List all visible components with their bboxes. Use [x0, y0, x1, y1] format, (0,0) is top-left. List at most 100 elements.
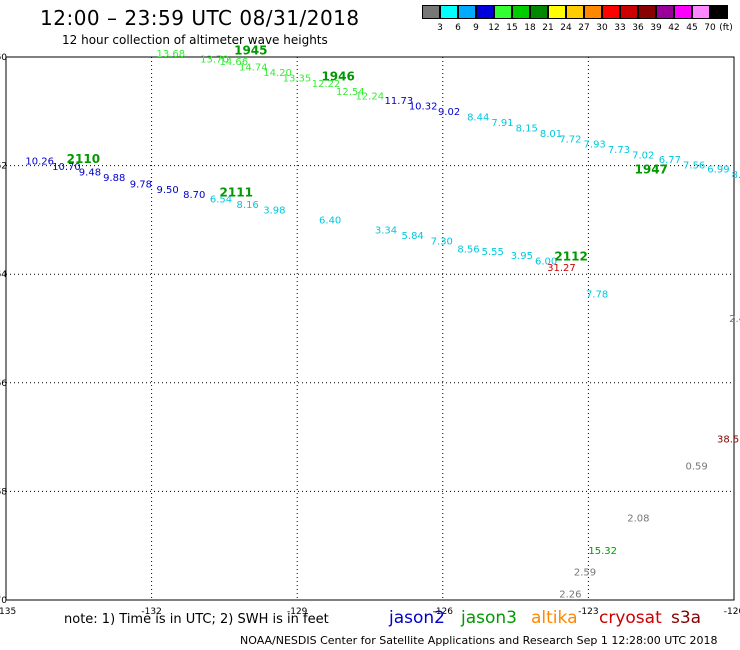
legend-swatch	[476, 5, 494, 19]
legend-label: 18	[524, 23, 536, 33]
legend-label: 9	[473, 23, 479, 33]
wave-height-value: 14.20	[263, 68, 292, 79]
wave-height-value: 5.84	[402, 231, 424, 242]
wave-height-value: 14.66	[220, 57, 249, 68]
wave-height-value: 9.78	[130, 179, 152, 190]
latitude-tick-label: -68	[0, 487, 7, 497]
latitude-tick-label: -62	[0, 162, 7, 172]
legend-swatch	[548, 5, 566, 19]
wave-height-value: 12.54	[336, 87, 365, 98]
wave-height-value: 8.15	[516, 123, 538, 134]
legend-unit: (ft)	[719, 23, 733, 33]
wave-height-value: 7.73	[608, 145, 630, 156]
legend-swatch	[674, 5, 692, 19]
legend-label: 12	[488, 23, 500, 33]
wave-height-value: 7.02	[632, 151, 654, 162]
wave-height-value: 9.02	[438, 107, 460, 118]
legend-swatch	[584, 5, 602, 19]
map-subtitle: 12 hour collection of altimeter wave hei…	[62, 33, 328, 47]
legend-label: 6	[455, 23, 461, 33]
wave-height-value: 6.40	[319, 216, 341, 227]
wave-height-value: 15.32	[588, 546, 617, 557]
wave-height-value: 12.22	[312, 79, 341, 90]
wave-height-value: 6.77	[659, 155, 681, 166]
wave-height-value: 7.78	[586, 290, 608, 301]
legend-swatch	[566, 5, 584, 19]
legend-label: 45	[686, 23, 698, 33]
pass-time-label: 2111	[220, 186, 253, 200]
mission-altika: altika	[531, 608, 578, 628]
wave-height-value: 8.16	[237, 200, 259, 211]
wave-height-value: 8.56	[457, 244, 479, 255]
longitude-tick-label: -120	[724, 607, 740, 617]
wave-height-value: 2.26	[559, 589, 581, 600]
longitude-tick-label: -123	[578, 607, 598, 617]
legend-swatch	[512, 5, 530, 19]
wave-height-value: 13.68	[156, 49, 185, 60]
wave-height-value: 7.56	[683, 160, 705, 171]
wave-height-value: 12.24	[355, 91, 384, 102]
mission-jason2: jason2	[389, 608, 445, 628]
longitude-tick-label: -129	[287, 607, 308, 617]
legend-swatch	[494, 5, 512, 19]
wave-height-value: 7.93	[584, 140, 606, 151]
wave-height-value: 9.50	[156, 185, 178, 196]
pass-time-label: 1947	[635, 163, 668, 177]
wave-height-value: 5.55	[482, 247, 504, 258]
wave-height-value: 7.30	[431, 236, 453, 247]
wave-height-value: 14.74	[239, 63, 268, 74]
pass-time-label: 1945	[234, 43, 267, 57]
legend-label: 27	[578, 23, 590, 33]
wave-height-value: 9.88	[103, 173, 125, 184]
legend-label: 30	[596, 23, 608, 33]
wave-height-value: 6.99	[707, 165, 729, 176]
wave-height-value: 8.70	[183, 190, 205, 201]
legend-label: 36	[632, 23, 644, 33]
legend-swatch	[692, 5, 710, 19]
latitude-tick-label: -60	[0, 53, 7, 63]
latitude-tick-label: -64	[0, 270, 7, 280]
wave-height-value: 2.08	[627, 513, 649, 524]
wave-height-value: 0.59	[685, 462, 707, 473]
wave-height-value: 38.52	[717, 435, 740, 446]
legend-swatch	[422, 5, 440, 19]
legend-swatch	[638, 5, 656, 19]
legend-swatch	[620, 5, 638, 19]
mission-cryosat: cryosat	[599, 608, 662, 628]
map-title: 12:00 – 23:59 UTC 08/31/2018	[40, 6, 360, 30]
mission-jason3: jason3	[461, 608, 517, 628]
wave-height-value: 9.48	[79, 167, 101, 178]
wave-height-value: 10.32	[409, 102, 438, 113]
wave-height-value: 31.27	[547, 263, 576, 274]
legend-swatch	[530, 5, 548, 19]
wave-height-value: 3.95	[511, 251, 533, 262]
units-note: note: 1) Time is in UTC; 2) SWH is in fe…	[64, 612, 329, 627]
wave-height-value: 2.4	[729, 314, 740, 325]
legend-label: 24	[560, 23, 572, 33]
wave-height-value: 13.70	[200, 54, 229, 65]
latitude-tick-label: -70	[0, 596, 7, 606]
legend-label: 39	[650, 23, 662, 33]
legend-label: 3	[437, 23, 443, 33]
wave-height-value: 3.34	[375, 225, 397, 236]
wave-height-value: 8.07	[732, 170, 740, 181]
legend-label: 42	[668, 23, 680, 33]
wave-height-value: 6.54	[210, 195, 232, 206]
longitude-tick-label: -132	[141, 607, 161, 617]
longitude-tick-label: -126	[433, 607, 454, 617]
legend-label: 21	[542, 23, 554, 33]
wave-height-value: 10.70	[52, 162, 81, 173]
legend-label: 15	[506, 23, 518, 33]
pass-time-label: 2110	[67, 152, 100, 166]
legend-swatch	[710, 5, 728, 19]
wave-height-value: 6.00	[535, 256, 557, 267]
footer-credit: NOAA/NESDIS Center for Satellite Applica…	[240, 634, 718, 647]
legend-swatch	[602, 5, 620, 19]
wave-height-value: 11.73	[385, 96, 414, 107]
wave-height-value: 10.26	[25, 157, 54, 168]
legend-swatch	[656, 5, 674, 19]
wave-height-value: 13.35	[283, 73, 312, 84]
pass-time-label: 2112	[554, 250, 587, 264]
